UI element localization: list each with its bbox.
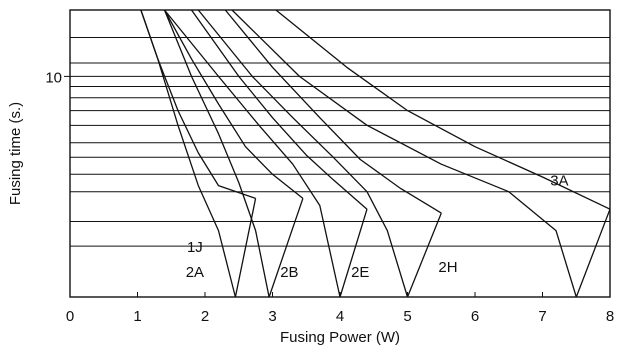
curves xyxy=(140,9,611,298)
x-tick-label: 2 xyxy=(201,308,209,325)
x-tick-label: 0 xyxy=(66,308,74,325)
y-ticks: 10 xyxy=(45,69,70,86)
curve-2b-lower xyxy=(163,9,270,298)
curve-label-2h: 2H xyxy=(438,259,457,276)
x-tick-label: 7 xyxy=(538,308,546,325)
curve-2e-lower xyxy=(163,9,341,298)
curve-1j-2a-upper xyxy=(140,9,256,200)
curve-3a-tail xyxy=(575,208,611,298)
plot-frame xyxy=(69,9,611,298)
curve-2e-upper xyxy=(190,9,368,210)
curve-labels: 1J 2A 2B 2E 2H 3A xyxy=(186,173,569,282)
curve-2b-tail xyxy=(268,198,304,298)
curve-1j-2a-tail xyxy=(234,198,257,298)
curve-2h-tail xyxy=(406,212,442,298)
y-tick-label: 10 xyxy=(45,69,62,86)
grid xyxy=(70,9,610,247)
x-tick-label: 5 xyxy=(403,308,411,325)
curve-label-1j: 1J xyxy=(187,239,203,256)
curve-2b-upper xyxy=(163,9,304,199)
x-axis-title: Fusing Power (W) xyxy=(280,329,400,346)
curve-label-2e: 2E xyxy=(351,264,369,281)
curve-2e-tail xyxy=(339,209,368,298)
curve-1j-2a-lower xyxy=(140,9,237,298)
curve-label-2b: 2B xyxy=(280,264,298,281)
x-tick-label: 3 xyxy=(268,308,276,325)
x-tick-label: 1 xyxy=(133,308,141,325)
curve-3a-upper xyxy=(275,9,611,210)
curve-2h-lower xyxy=(197,9,409,298)
curve-2h-upper xyxy=(224,9,442,214)
curve-3a-lower xyxy=(231,9,577,298)
x-tick-label: 4 xyxy=(336,308,344,325)
curve-label-3a: 3A xyxy=(550,173,568,190)
x-ticks: 0 1 2 3 4 5 6 7 8 xyxy=(66,292,614,325)
x-tick-label: 6 xyxy=(471,308,479,325)
x-tick-label: 8 xyxy=(606,308,614,325)
curve-label-2a: 2A xyxy=(186,264,204,281)
y-axis-title: Fusing time (s.) xyxy=(7,102,24,205)
